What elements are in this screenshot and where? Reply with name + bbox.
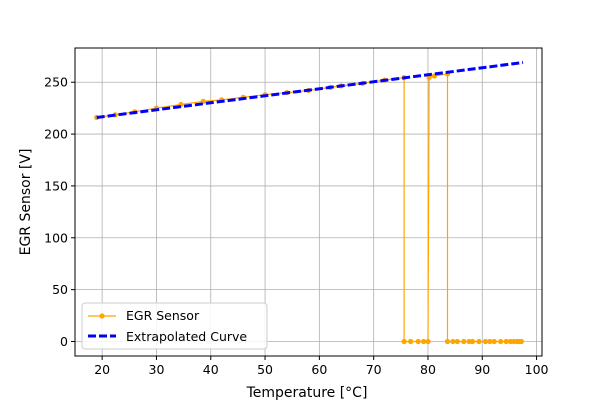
x-tick-label: 50 — [257, 362, 273, 377]
legend-egr-sensor-label: EGR Sensor — [126, 308, 200, 323]
egr-sensor-point — [450, 338, 456, 345]
egr-sensor-point — [421, 338, 427, 345]
y-axis-label: EGR Sensor [V] — [18, 149, 34, 256]
plot-area-frame — [74, 47, 543, 357]
egr-sensor-point — [487, 338, 493, 345]
x-tick-label: 80 — [420, 362, 436, 377]
egr-sensor-point — [461, 338, 467, 345]
egr-sensor-point — [408, 338, 414, 345]
legend-box — [81, 302, 268, 350]
x-axis: 20 30 40 50 60 70 80 90 100 — [94, 356, 549, 377]
egr-sensor-point — [426, 75, 432, 81]
x-tick-label: 60 — [311, 362, 327, 377]
egr-sensor-point — [401, 338, 407, 345]
series-extrapolated-curve — [96, 61, 524, 119]
egr-sensor-point — [444, 338, 451, 345]
x-tick-label: 90 — [474, 362, 490, 377]
x-tick-label: 40 — [203, 362, 219, 377]
egr-sensor-point — [454, 338, 460, 345]
y-tick-label: 150 — [44, 178, 68, 193]
x-tick-label: 70 — [366, 362, 382, 377]
egr-sensor-point — [503, 338, 509, 345]
y-tick-label: 250 — [44, 75, 68, 90]
legend-egr-sensor-marker — [99, 313, 105, 319]
legend-extrapolated-label: Extrapolated Curve — [126, 329, 247, 344]
y-tick-label: 100 — [44, 230, 68, 245]
egr-sensor-point — [469, 338, 476, 345]
egr-sensor-point — [415, 338, 421, 345]
x-tick-label: 30 — [149, 362, 165, 377]
x-axis-label: Temperature [°C] — [246, 385, 368, 400]
egr-sensor-point — [425, 338, 431, 345]
y-tick-label: 0 — [60, 334, 68, 349]
y-tick-label: 200 — [44, 127, 68, 142]
legend: EGR Sensor Extrapolated Curve — [81, 302, 268, 350]
series-layer — [94, 61, 525, 345]
egr-sensor-point — [491, 338, 497, 345]
x-tick-label: 20 — [94, 362, 110, 377]
egr-sensor-point — [498, 338, 504, 345]
y-axis: 0 50 100 150 200 250 — [44, 75, 75, 349]
egr-sensor-point — [476, 338, 482, 345]
x-tick-label: 100 — [525, 362, 549, 377]
egr-sensor-point — [518, 338, 525, 345]
y-tick-label: 50 — [52, 282, 68, 297]
egr-sensor-point — [482, 338, 489, 345]
